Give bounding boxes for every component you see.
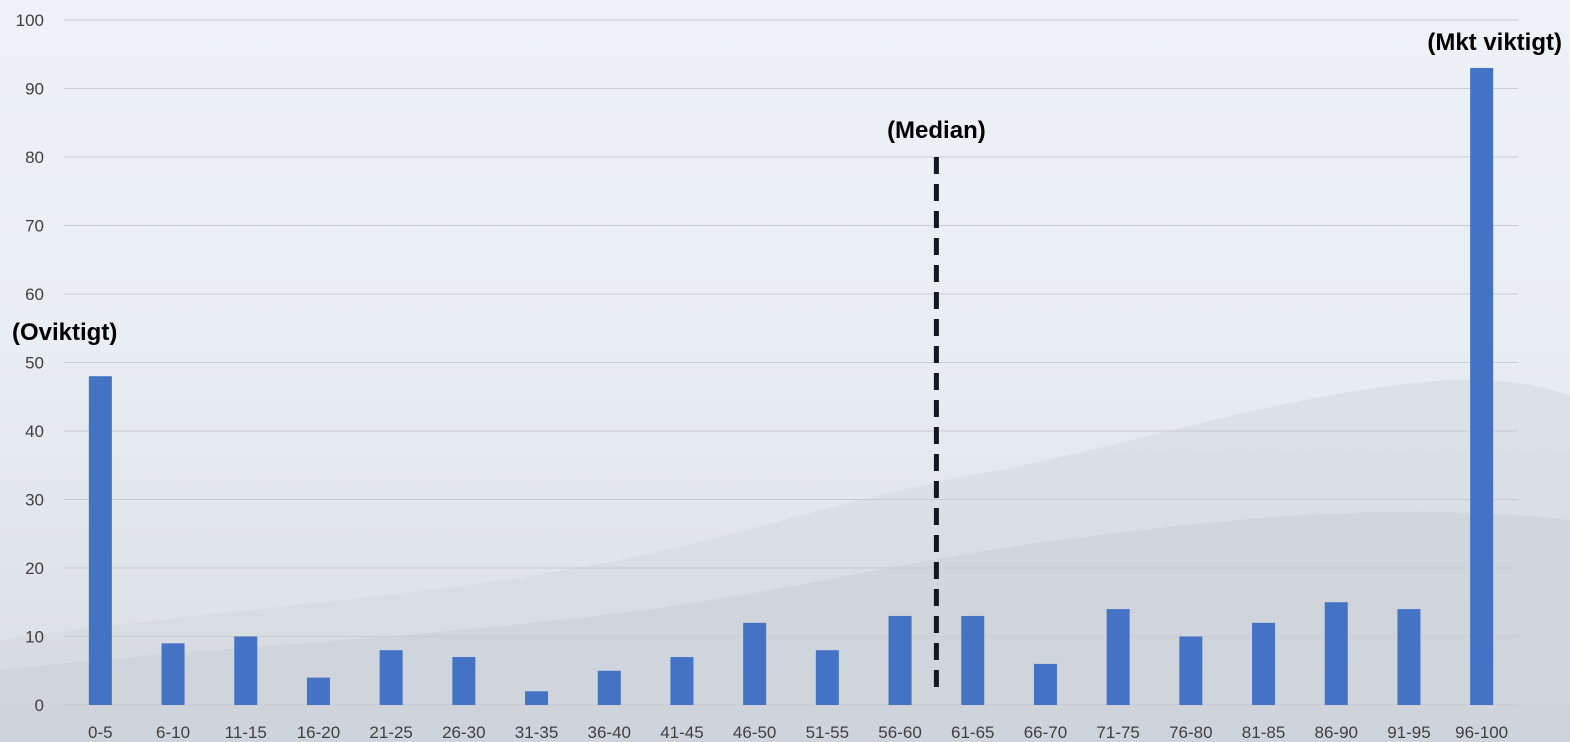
y-tick-label: 60 [25,285,44,304]
gridlines [64,19,1518,706]
bar [1179,636,1203,705]
x-tick-label: 21-25 [369,723,412,742]
annotations: (Oviktigt) (Mkt viktigt) (Median) [12,29,1562,690]
bar [452,657,476,705]
x-tick-label: 6-10 [156,723,190,742]
y-tick-label: 30 [25,491,44,510]
x-tick-label: 76-80 [1169,723,1212,742]
bar [1106,609,1130,705]
bar [815,650,839,705]
median-annotation-label: (Median) [887,117,986,144]
bar [1324,602,1348,705]
bar [88,376,112,705]
x-tick-label: 11-15 [225,723,267,742]
bars [88,67,1494,705]
x-tick-label: 71-75 [1096,723,1139,742]
y-tick-label: 10 [25,628,44,647]
bar [161,643,185,705]
x-axis-ticks: 0-5 6-10 11-15 16-20 21-25 26-30 31-35 36-40 41-… [88,723,1508,742]
bar [234,636,258,705]
x-tick-label: 61-65 [951,723,994,742]
x-tick-label: 0-5 [88,723,113,742]
y-tick-label: 70 [25,217,44,236]
bar [670,657,694,705]
x-tick-label: 26-30 [442,723,485,742]
x-tick-label: 81-85 [1242,723,1285,742]
y-tick-label: 0 [35,696,44,715]
bar [888,615,912,705]
y-tick-label: 100 [16,11,44,30]
low-annotation-label: (Oviktigt) [12,319,117,346]
bar [306,677,330,705]
y-tick-label: 90 [25,80,44,99]
high-annotation-label: (Mkt viktigt) [1427,29,1562,56]
y-tick-label: 50 [25,354,44,373]
bar [379,650,403,705]
bar [961,615,985,705]
x-tick-label: 96-100 [1455,723,1508,742]
bar [1252,622,1276,705]
x-tick-label: 66-70 [1024,723,1067,742]
x-tick-label: 41-45 [660,723,703,742]
bar [1033,663,1057,705]
bar [1397,609,1421,705]
x-tick-label: 16-20 [297,723,340,742]
bar [525,691,549,705]
x-tick-label: 56-60 [878,723,921,742]
x-tick-label: 91-95 [1387,723,1430,742]
x-tick-label: 36-40 [588,723,631,742]
x-tick-label: 86-90 [1315,723,1358,742]
y-tick-label: 40 [25,422,44,441]
x-tick-label: 46-50 [733,723,776,742]
x-tick-label: 51-55 [806,723,849,742]
y-tick-label: 80 [25,148,44,167]
bar [743,622,767,705]
y-tick-label: 20 [25,559,44,578]
background-ground [0,690,1570,742]
y-axis-ticks: 0 10 20 30 40 50 60 70 80 90 100 [16,11,44,715]
bar [1470,67,1494,705]
bar [597,670,621,705]
x-tick-label: 31-35 [515,723,558,742]
